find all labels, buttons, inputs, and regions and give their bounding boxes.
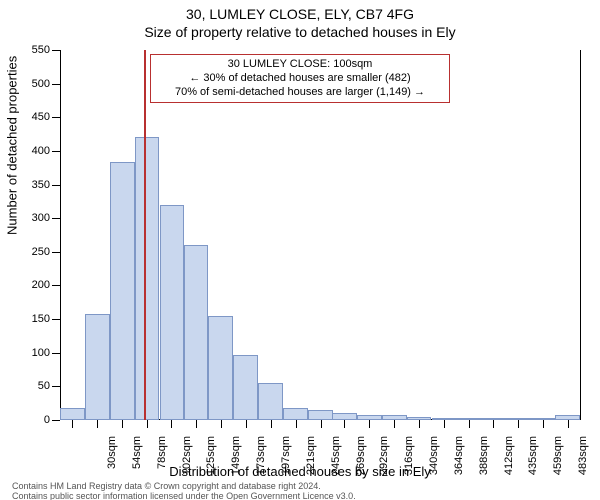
x-tick-label: 316sqm — [403, 436, 415, 480]
x-tick — [221, 420, 222, 428]
x-tick — [344, 420, 345, 428]
callout-line-1: 30 LUMLEY CLOSE: 100sqm — [157, 58, 443, 72]
histogram-bar — [60, 408, 85, 420]
x-tick — [419, 420, 420, 428]
x-tick — [493, 420, 494, 428]
histogram-bar — [258, 383, 283, 420]
x-tick-label: 102sqm — [181, 436, 193, 480]
property-callout: 30 LUMLEY CLOSE: 100sqm← 30% of detached… — [150, 54, 450, 103]
x-tick — [171, 420, 172, 428]
x-tick-label: 125sqm — [205, 436, 217, 480]
x-tick-label: 173sqm — [255, 436, 267, 480]
histogram-bar — [160, 205, 185, 420]
x-tick — [196, 420, 197, 428]
x-tick-label: 459sqm — [552, 436, 564, 480]
y-tick-label: 250 — [10, 246, 50, 258]
x-tick — [296, 420, 297, 428]
x-tick-label: 388sqm — [478, 436, 490, 480]
x-tick-label: 340sqm — [428, 436, 440, 480]
x-tick — [543, 420, 544, 428]
plot-area: 30 LUMLEY CLOSE: 100sqm← 30% of detached… — [60, 50, 581, 420]
y-tick — [52, 420, 60, 421]
y-tick-label: 300 — [10, 212, 50, 224]
x-tick-label: 54sqm — [131, 436, 143, 480]
x-tick — [518, 420, 519, 428]
y-tick — [52, 185, 60, 186]
y-axis-line — [60, 50, 61, 420]
x-tick-label: 221sqm — [305, 436, 317, 480]
x-tick-label: 292sqm — [378, 436, 390, 480]
histogram-bar — [308, 410, 333, 420]
y-tick — [52, 218, 60, 219]
x-tick-label: 483sqm — [577, 436, 589, 480]
histogram-bar — [184, 245, 209, 420]
x-tick-label: 197sqm — [280, 436, 292, 480]
y-tick — [52, 84, 60, 85]
histogram-bar — [208, 316, 233, 420]
x-tick-label: 435sqm — [527, 436, 539, 480]
x-tick — [469, 420, 470, 428]
footer-line-2: Contains public sector information licen… — [12, 492, 356, 500]
y-tick-label: 100 — [10, 347, 50, 359]
y-tick — [52, 386, 60, 387]
x-tick — [568, 420, 569, 428]
x-tick-label: 364sqm — [453, 436, 465, 480]
histogram-bar — [233, 355, 258, 420]
page-title-address: 30, LUMLEY CLOSE, ELY, CB7 4FG — [0, 0, 600, 22]
histogram-bar — [135, 137, 160, 420]
y-tick — [52, 117, 60, 118]
y-tick — [52, 50, 60, 51]
callout-line-3: 70% of semi-detached houses are larger (… — [157, 86, 443, 100]
x-tick — [369, 420, 370, 428]
histogram-bar — [283, 408, 308, 420]
x-tick-label: 30sqm — [106, 436, 118, 480]
attribution-footer: Contains HM Land Registry data © Crown c… — [12, 482, 356, 500]
x-tick — [394, 420, 395, 428]
y-tick-label: 450 — [10, 111, 50, 123]
histogram-bar — [110, 162, 135, 420]
y-tick — [52, 285, 60, 286]
y-tick-label: 0 — [10, 414, 50, 426]
histogram-bar — [85, 314, 110, 420]
y-tick-label: 400 — [10, 145, 50, 157]
x-tick — [444, 420, 445, 428]
x-tick — [72, 420, 73, 428]
property-marker-line — [144, 50, 146, 420]
y-tick — [52, 353, 60, 354]
callout-line-2: ← 30% of detached houses are smaller (48… — [157, 72, 443, 86]
y-tick — [52, 151, 60, 152]
y-tick — [52, 319, 60, 320]
histogram-bar — [332, 413, 357, 420]
x-tick — [97, 420, 98, 428]
x-tick-label: 269sqm — [355, 436, 367, 480]
x-tick — [271, 420, 272, 428]
x-tick — [321, 420, 322, 428]
x-tick-label: 78sqm — [156, 436, 168, 480]
x-tick — [246, 420, 247, 428]
x-tick-label: 149sqm — [230, 436, 242, 480]
x-tick-label: 412sqm — [503, 436, 515, 480]
y-tick — [52, 252, 60, 253]
y-tick-label: 200 — [10, 279, 50, 291]
page-title-subtitle: Size of property relative to detached ho… — [0, 22, 600, 40]
y-tick-label: 550 — [10, 44, 50, 56]
x-tick — [122, 420, 123, 428]
histogram-plot: 30 LUMLEY CLOSE: 100sqm← 30% of detached… — [60, 50, 580, 420]
y-tick-label: 150 — [10, 313, 50, 325]
y-tick-label: 500 — [10, 78, 50, 90]
x-tick-label: 245sqm — [330, 436, 342, 480]
y-tick-label: 50 — [10, 380, 50, 392]
y-tick-label: 350 — [10, 179, 50, 191]
x-tick — [147, 420, 148, 428]
